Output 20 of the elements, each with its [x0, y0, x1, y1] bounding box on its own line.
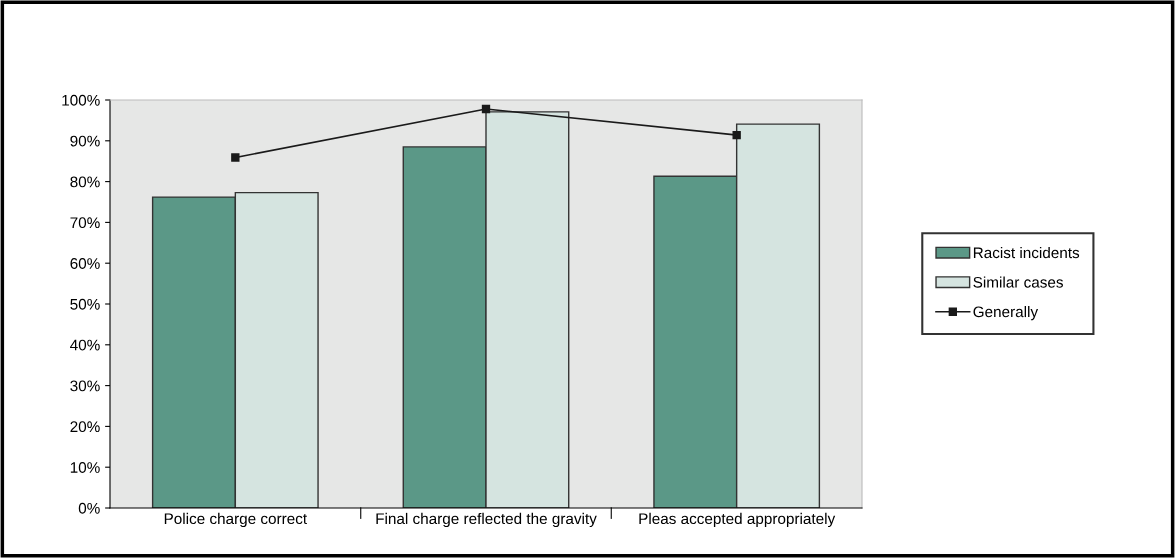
y-tick-label: 50% [70, 298, 100, 310]
legend-label: Racist incidents [973, 246, 1080, 259]
y-tick-label: 30% [70, 380, 100, 392]
point [732, 130, 741, 140]
legend-label: Generally [973, 306, 1039, 321]
y-tick-label: 10% [70, 462, 100, 473]
y-tick-label: 90% [70, 135, 100, 147]
x-tick-label: Final charge reflected the gravity [376, 512, 597, 528]
y-tick-label: 80% [70, 176, 100, 188]
x-tick-label: Police charge correct [164, 512, 307, 528]
y-tick-label: 0% [78, 502, 100, 514]
point [231, 153, 240, 162]
y-tick-label: 20% [70, 421, 100, 433]
y-tick-label: 60% [70, 258, 100, 269]
point [481, 104, 491, 114]
y-tick-label: 100% [62, 94, 100, 106]
y-tick-label: 70% [70, 217, 100, 229]
y-tick-label: 40% [70, 339, 100, 351]
x-tick-label: Pleas accepted appropriately [639, 512, 836, 528]
legend-label: Similar cases [973, 276, 1063, 288]
